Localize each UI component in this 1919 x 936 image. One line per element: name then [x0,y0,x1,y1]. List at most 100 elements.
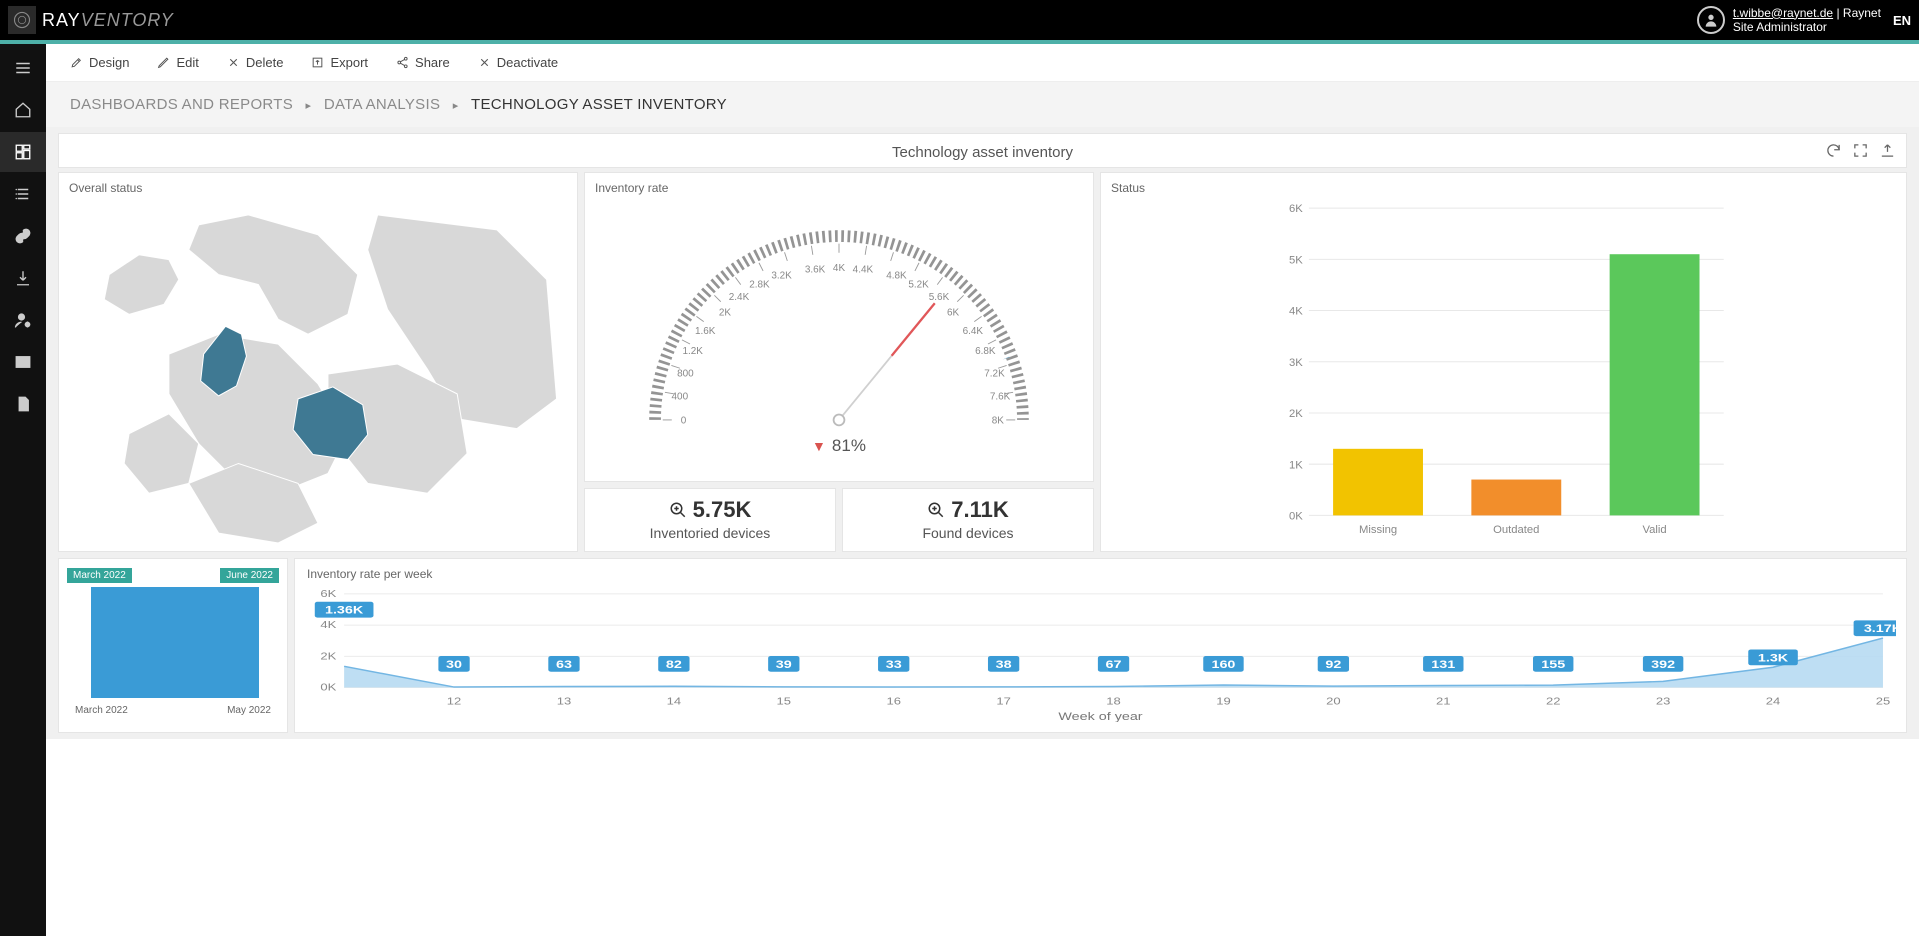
overall-status-panel: Overall status [58,172,578,552]
svg-text:24: 24 [1766,697,1781,707]
gauge-chart: 04008001.2K1.6K2K2.4K2.8K3.2K3.6K4K4.4K4… [604,203,1074,438]
nav-home-icon[interactable] [0,90,46,130]
svg-text:92: 92 [1325,658,1341,671]
gauge-percent: ▼81% [585,436,1093,456]
svg-text:4.4K: 4.4K [853,265,874,276]
svg-text:2K: 2K [320,652,336,662]
nav-dashboard-icon[interactable] [0,132,46,172]
svg-text:6.8K: 6.8K [975,346,996,357]
svg-text:Outdated: Outdated [1493,524,1539,536]
user-block[interactable]: t.wibbe@raynet.de | Raynet Site Administ… [1697,6,1881,35]
svg-text:2K: 2K [1289,408,1303,420]
range-bar[interactable] [91,587,259,698]
svg-text:6K: 6K [1289,203,1303,215]
kpi-label: Found devices [843,525,1093,541]
user-company: Raynet [1843,6,1881,20]
svg-text:6.4K: 6.4K [963,326,984,337]
user-text: t.wibbe@raynet.de | Raynet Site Administ… [1733,6,1881,35]
europe-map[interactable] [67,205,569,543]
crumb-root[interactable]: DASHBOARDS AND REPORTS [70,96,293,113]
kpi-label: Inventoried devices [585,525,835,541]
nav-document-icon[interactable] [0,384,46,424]
top-bar: RAYVENTORY t.wibbe@raynet.de | Raynet Si… [0,0,1919,40]
svg-text:392: 392 [1651,658,1675,671]
svg-text:0: 0 [681,416,687,427]
deactivate-button[interactable]: Deactivate [478,55,558,70]
avatar-icon [1697,6,1725,34]
language-switch[interactable]: EN [1893,13,1911,28]
delete-button[interactable]: Delete [227,55,284,70]
user-email[interactable]: t.wibbe@raynet.de [1733,6,1833,20]
share-button[interactable]: Share [396,55,450,70]
svg-text:3.2K: 3.2K [771,270,792,281]
svg-text:2.4K: 2.4K [729,292,750,303]
toolbar: Design Edit Delete Export Share Deactiva… [46,44,1919,82]
svg-text:17: 17 [996,697,1010,707]
svg-text:800: 800 [677,368,694,379]
svg-text:Week of year: Week of year [1058,710,1143,722]
svg-text:25: 25 [1876,697,1890,707]
svg-text:21: 21 [1436,697,1450,707]
main-area: Design Edit Delete Export Share Deactiva… [46,44,1919,936]
nav-mail-icon[interactable] [0,342,46,382]
svg-text:1.2K: 1.2K [682,346,703,357]
inventory-rate-column: Inventory rate 04008001.2K1.6K2K2.4K2.8K… [584,172,1094,552]
svg-text:7.2K: 7.2K [984,368,1005,379]
svg-text:3.6K: 3.6K [805,265,826,276]
svg-text:67: 67 [1106,658,1122,671]
svg-text:400: 400 [672,392,689,403]
brand-part1: RAY [42,10,81,30]
kpi-found[interactable]: 7.11K Found devices [842,488,1094,552]
svg-text:63: 63 [556,658,572,671]
brand-text: RAYVENTORY [42,10,174,31]
range-ticks: March 2022 May 2022 [65,705,281,716]
svg-text:20: 20 [1326,697,1340,707]
svg-text:38: 38 [996,658,1012,671]
crumb-section[interactable]: DATA ANALYSIS [324,96,440,113]
brand-part2: VENTORY [81,10,174,30]
export-icon[interactable] [1879,142,1896,162]
design-button[interactable]: Design [70,55,129,70]
edit-button[interactable]: Edit [157,55,198,70]
svg-text:2.8K: 2.8K [749,279,770,290]
refresh-icon[interactable] [1825,142,1842,162]
svg-text:16: 16 [886,697,900,707]
svg-text:3.17K: 3.17K [1864,622,1896,635]
kpi-inventoried[interactable]: 5.75K Inventoried devices [584,488,836,552]
crumb-current: TECHNOLOGY ASSET INVENTORY [471,96,727,113]
range-panel[interactable]: March 2022 June 2022 March 2022 May 2022 [58,558,288,733]
svg-text:18: 18 [1106,697,1120,707]
nav-list-icon[interactable] [0,174,46,214]
panel-title: Status [1101,173,1906,203]
brand-block: RAYVENTORY [8,6,174,34]
nav-hamburger-icon[interactable] [0,48,46,88]
svg-text:4K: 4K [833,263,846,274]
svg-text:131: 131 [1431,658,1455,671]
fullscreen-icon[interactable] [1852,142,1869,162]
svg-text:30: 30 [446,658,462,671]
nav-download-icon[interactable] [0,258,46,298]
panel-title: Overall status [59,173,577,203]
svg-text:39: 39 [776,658,792,671]
svg-text:Valid: Valid [1642,524,1666,536]
panel-title: Inventory rate per week [307,567,432,581]
nav-link-icon[interactable] [0,216,46,256]
nav-user-settings-icon[interactable] [0,300,46,340]
svg-text:5.2K: 5.2K [908,279,929,290]
svg-text:155: 155 [1541,658,1565,671]
range-to-handle[interactable]: June 2022 [220,568,279,583]
range-from-handle[interactable]: March 2022 [67,568,132,583]
topbar-right: t.wibbe@raynet.de | Raynet Site Administ… [1697,6,1911,35]
breadcrumb: DASHBOARDS AND REPORTS ▸ DATA ANALYSIS ▸… [46,82,1919,127]
svg-text:13: 13 [557,697,571,707]
export-button[interactable]: Export [311,55,368,70]
svg-text:3K: 3K [1289,357,1303,369]
svg-text:14: 14 [667,697,682,707]
panel-title: Inventory rate [585,173,1093,203]
svg-text:0K: 0K [1289,510,1303,522]
svg-text:Missing: Missing [1359,524,1397,536]
svg-text:23: 23 [1656,697,1670,707]
sidebar [0,44,46,936]
svg-text:6K: 6K [320,589,336,599]
svg-text:7.6K: 7.6K [990,392,1011,403]
